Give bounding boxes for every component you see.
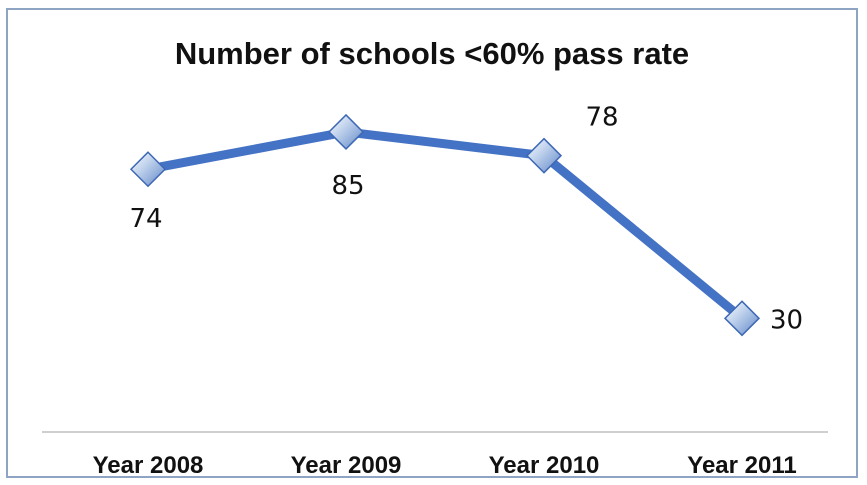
data-label: 85 (331, 171, 364, 201)
x-tick-label: Year 2010 (489, 452, 600, 478)
line-chart: 74 Year 2008 85 Year 2009 78 Year 2010 30 Year … (42, 103, 828, 478)
chart-frame: Number of schools <60% pass rate 74 Year … (6, 8, 858, 478)
data-point-marker (327, 113, 365, 151)
x-tick-label: Year 2009 (291, 452, 402, 478)
data-point-marker (129, 151, 167, 188)
data-label: 78 (585, 103, 618, 133)
data-label: 74 (129, 204, 162, 234)
data-point-marker (723, 300, 761, 337)
x-tick-label: Year 2008 (93, 452, 204, 478)
chart-title: Number of schools <60% pass rate (174, 36, 690, 71)
data-point-marker (525, 137, 563, 174)
x-tick-label: Year 2011 (687, 452, 796, 478)
data-label: 30 (770, 305, 803, 335)
series-line (143, 127, 747, 323)
